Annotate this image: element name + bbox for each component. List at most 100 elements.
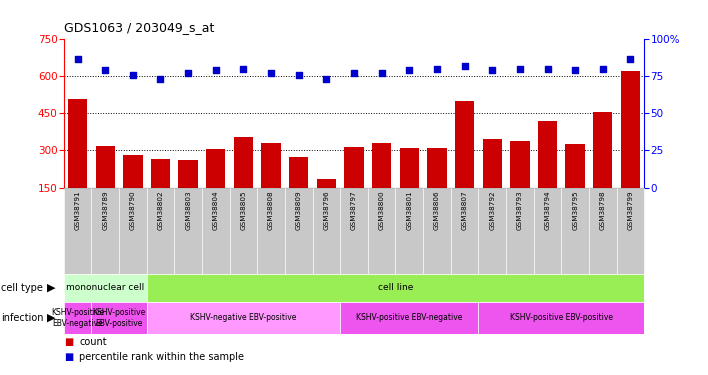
Text: GSM38795: GSM38795 [572,190,578,230]
Bar [119,188,147,274]
Text: GSM38802: GSM38802 [157,190,164,230]
Bar [68,99,87,225]
Bar [261,143,281,225]
Bar [257,188,285,274]
Text: GSM38798: GSM38798 [600,190,606,230]
Text: GSM38800: GSM38800 [379,190,384,230]
Bar [621,72,640,225]
Text: mononuclear cell: mononuclear cell [66,284,144,292]
Point [569,68,581,74]
Point [597,66,608,72]
Text: ■: ■ [64,337,73,347]
Bar [229,188,257,274]
Point [155,76,166,82]
Text: GSM38799: GSM38799 [627,190,634,230]
Text: GSM38803: GSM38803 [185,190,191,230]
Bar [151,159,170,225]
Point [293,72,304,78]
Bar [561,188,589,274]
Text: cell type: cell type [1,283,43,293]
Bar [451,188,479,274]
Bar [174,188,202,274]
Bar [483,140,502,225]
Bar [64,274,147,302]
Bar [202,188,229,274]
Point [321,76,332,82]
Text: GSM38793: GSM38793 [517,190,523,230]
Point [404,68,415,74]
Bar [344,147,364,225]
Bar [289,157,309,225]
Bar [396,188,423,274]
Bar [506,188,534,274]
Point [486,68,498,74]
Bar [372,143,392,225]
Bar [206,149,225,225]
Point [238,66,249,72]
Bar [340,188,368,274]
Bar [534,188,561,274]
Point [348,70,360,76]
Bar [427,148,447,225]
Text: GSM38804: GSM38804 [213,190,219,230]
Point [183,70,194,76]
Bar [589,188,617,274]
Text: KSHV-positive EBV-negative: KSHV-positive EBV-negative [356,314,462,322]
Text: ■: ■ [64,352,73,362]
Text: KSHV-positive
EBV-negative: KSHV-positive EBV-negative [51,308,104,327]
Bar [285,188,312,274]
Point [100,68,111,74]
Text: GSM38805: GSM38805 [241,190,246,230]
Bar [455,101,474,225]
Point [266,70,277,76]
Text: cell line: cell line [378,284,413,292]
Bar [147,302,340,334]
Bar [368,188,396,274]
Text: GSM38790: GSM38790 [130,190,136,230]
Bar [64,302,91,334]
Bar [178,160,198,225]
Text: ▶: ▶ [47,283,56,293]
Text: GSM38806: GSM38806 [434,190,440,230]
Text: GSM38789: GSM38789 [102,190,108,230]
Point [514,66,525,72]
Text: infection: infection [1,313,44,323]
Bar [479,188,506,274]
Text: GSM38801: GSM38801 [406,190,412,230]
Bar [593,112,612,225]
Point [210,68,222,74]
Text: percentile rank within the sample: percentile rank within the sample [79,352,244,362]
Text: GDS1063 / 203049_s_at: GDS1063 / 203049_s_at [64,21,214,34]
Bar [510,141,530,225]
Text: GSM38792: GSM38792 [489,190,495,230]
Point [542,66,553,72]
Bar [64,188,91,274]
Bar [399,148,419,225]
Bar [147,274,644,302]
Bar [423,188,451,274]
Point [431,66,442,72]
Bar [234,137,253,225]
Text: KSHV-positive EBV-positive: KSHV-positive EBV-positive [510,314,613,322]
Bar [96,146,115,225]
Text: GSM38807: GSM38807 [462,190,467,230]
Text: GSM38791: GSM38791 [74,190,81,230]
Text: GSM38797: GSM38797 [351,190,357,230]
Text: GSM38794: GSM38794 [544,190,551,230]
Bar [91,188,119,274]
Bar [123,155,142,225]
Text: count: count [79,337,107,347]
Point [624,56,636,62]
Text: ▶: ▶ [47,313,56,323]
Bar [147,188,174,274]
Bar [617,188,644,274]
Text: GSM38809: GSM38809 [296,190,302,230]
Bar [91,302,147,334]
Bar [316,179,336,225]
Bar [312,188,340,274]
Bar [566,144,585,225]
Bar [479,302,644,334]
Bar [340,302,479,334]
Text: GSM38796: GSM38796 [324,190,329,230]
Text: KSHV-positive
EBV-positive: KSHV-positive EBV-positive [92,308,146,327]
